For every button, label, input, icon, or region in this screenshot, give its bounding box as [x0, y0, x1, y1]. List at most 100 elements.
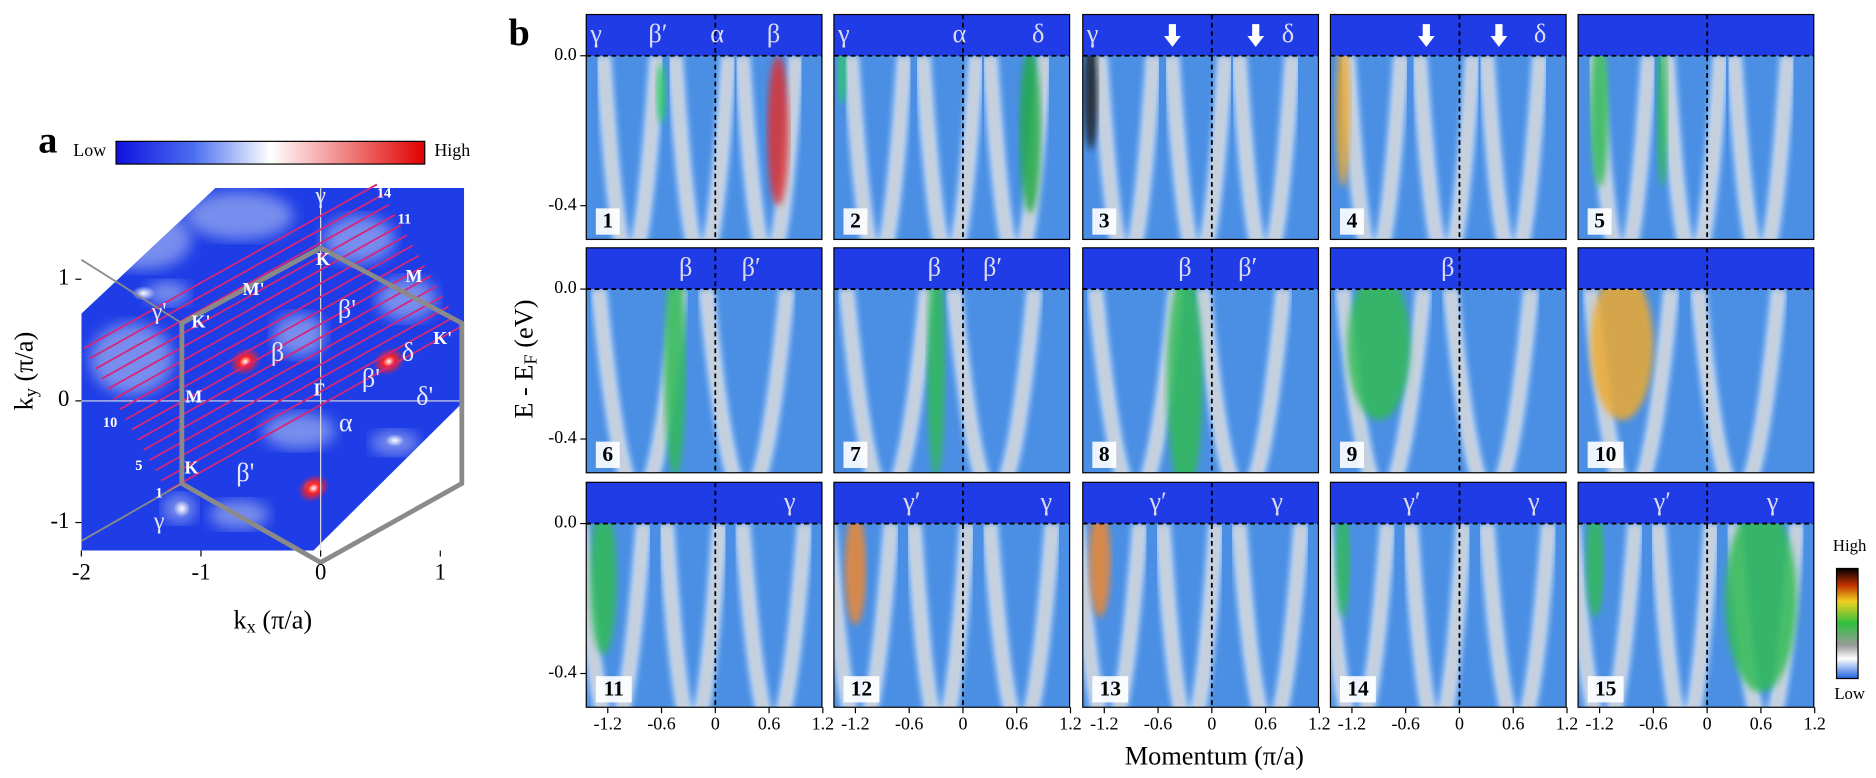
y-tick-label: 0.0	[554, 512, 576, 532]
colorbar	[1835, 567, 1859, 680]
point-label: β	[271, 337, 284, 366]
arpes-panel: γ 11	[585, 481, 823, 708]
point-label: K	[184, 457, 198, 477]
intensity-spot	[1089, 504, 1111, 618]
intensity-spot	[1586, 504, 1605, 618]
arpes-panel: β β′ 7	[833, 247, 1071, 474]
band-dispersion-core	[1578, 523, 1638, 708]
x-tick-label: 0	[1207, 713, 1216, 733]
cut-number: 9	[1347, 442, 1358, 466]
header-band	[1082, 247, 1319, 290]
band-dispersion-core	[1345, 55, 1404, 240]
cut-number-box	[1092, 208, 1117, 235]
x-tick-label: -1.2	[1585, 713, 1613, 733]
label-sub: F	[521, 354, 541, 364]
map-intensity	[263, 412, 335, 449]
cut-number: 7	[850, 442, 861, 466]
cut-number: 15	[1595, 676, 1617, 700]
cut-number-box	[595, 208, 620, 235]
arpes-panel: γ α δ 2	[833, 13, 1071, 241]
header-band	[1330, 14, 1567, 56]
panel-frame	[1082, 13, 1320, 241]
cut-line	[95, 203, 390, 370]
band-label: γ′	[1402, 487, 1420, 516]
x-tick-label: 1.2	[812, 713, 834, 733]
colorbar-high: High	[434, 140, 470, 160]
arpes-image	[586, 247, 822, 473]
cut-number-box	[1340, 441, 1364, 468]
y-tick-label: 0.0	[554, 277, 576, 297]
point-label: K'	[192, 311, 211, 331]
header-band	[1082, 14, 1319, 56]
band-label: γ	[589, 19, 602, 48]
cut-label: 10	[103, 415, 117, 431]
map-bright-spot	[131, 286, 156, 301]
y-axis-label: E - EF (eV)	[509, 300, 540, 419]
header-band	[586, 14, 822, 56]
band-label: δ	[1032, 19, 1044, 48]
cut-label: 5	[135, 458, 142, 474]
x-axis-label: kx (π/a)	[233, 605, 312, 636]
point-label: K	[316, 249, 330, 269]
cut-number: 10	[1595, 442, 1617, 466]
band-dispersion-core	[1448, 288, 1533, 473]
band-label: δ	[1534, 19, 1546, 48]
point-label: Γ	[314, 380, 325, 400]
panel-frame	[585, 13, 823, 241]
label-main: k	[233, 605, 247, 634]
x-tick-label: 0.6	[1254, 713, 1276, 733]
y-tick-label: 0	[58, 386, 69, 411]
x-axis-label: Momentum (π/a)	[1125, 742, 1304, 771]
cut-number: 13	[1100, 676, 1122, 700]
cut-line	[143, 285, 438, 451]
point-label: M	[185, 387, 202, 407]
cut-line	[101, 214, 396, 380]
x-tick-label: -0.6	[895, 713, 923, 733]
arpes-image	[1578, 14, 1814, 240]
point-label: γ	[153, 508, 165, 534]
header-band	[586, 247, 822, 290]
band-dispersion-core	[1484, 523, 1551, 708]
band-dispersion-core	[1417, 55, 1475, 240]
band-dispersion-core	[1484, 55, 1542, 240]
intensity-spot	[1725, 504, 1797, 693]
cut-number-box	[1587, 208, 1612, 235]
label-main: k	[9, 396, 38, 410]
band-label: β	[679, 252, 692, 281]
cut-number-box	[843, 208, 868, 235]
header-band	[1082, 482, 1319, 524]
panel-frame	[1329, 481, 1567, 708]
band-dispersion-core	[844, 288, 929, 473]
x-tick-label: 0.6	[758, 713, 780, 733]
cut-number: 11	[604, 676, 624, 700]
band-label: γ′	[902, 487, 920, 516]
cut-number: 4	[1347, 209, 1358, 233]
y-tick-label: 0.0	[554, 44, 576, 64]
intensity-spot	[664, 251, 686, 473]
cut-line	[149, 295, 444, 461]
y-tick-label: -0.4	[548, 194, 576, 214]
intensity-spot	[1590, 37, 1609, 187]
arpes-panel: γ β′ α β 1	[585, 13, 823, 241]
x-tick-label: 0.6	[1750, 713, 1772, 733]
cut-number-box	[843, 441, 868, 468]
band-dispersion-core	[1098, 55, 1156, 240]
arpes-panel: δ4	[1329, 13, 1567, 241]
x-tick-label: -0.6	[1639, 713, 1667, 733]
arpes-panel: γ′ γ 14	[1329, 481, 1567, 708]
panel-frame	[585, 247, 823, 474]
band-dispersion-core	[673, 55, 731, 240]
band-label: β	[928, 252, 941, 281]
x-tick-label: 1.2	[1308, 713, 1330, 733]
band-label: α	[710, 19, 724, 48]
cut-number: 6	[602, 442, 613, 466]
header-band	[1578, 14, 1814, 56]
band-dispersion-core	[849, 55, 907, 240]
map-hot-spot	[372, 347, 405, 376]
cut-number: 14	[1347, 676, 1369, 700]
x-tick-label: 1.2	[1059, 713, 1081, 733]
intensity-spot	[1656, 37, 1668, 187]
cut-number: 5	[1594, 209, 1605, 233]
cut-line	[167, 326, 462, 492]
band-dispersion-core	[952, 288, 1037, 473]
